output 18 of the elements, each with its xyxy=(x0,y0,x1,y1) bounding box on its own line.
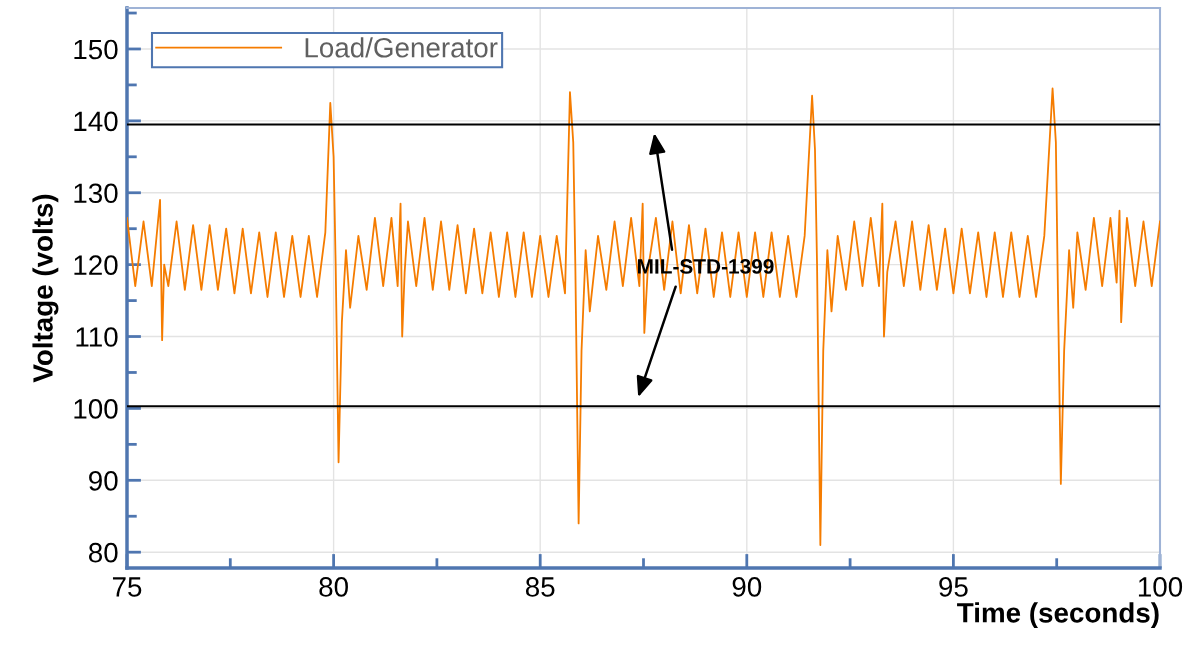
x-tick-label: 75 xyxy=(112,577,142,597)
y-tick-label: 110 xyxy=(76,327,118,347)
y-tick-label: 80 xyxy=(88,542,118,563)
x-tick-label: 95 xyxy=(939,577,968,597)
line-series xyxy=(127,87,1160,546)
x-tick-label: 90 xyxy=(732,577,762,597)
y-tick-label: 140 xyxy=(74,111,118,132)
x-tick-label: 85 xyxy=(525,577,555,597)
y-tick-label: 150 xyxy=(74,39,118,60)
y-tick-label: 100 xyxy=(74,399,118,419)
y-tick-label: 130 xyxy=(74,183,118,204)
y-tick-label: 90 xyxy=(89,470,118,491)
x-axis-title: Time (seconds) xyxy=(957,602,1159,629)
x-tick-label: 100 xyxy=(1138,577,1183,597)
legend-label: Load/Generator xyxy=(305,37,498,58)
x-tick-label: 80 xyxy=(319,577,348,597)
y-tick-label: 120 xyxy=(74,255,118,275)
y-axis-title: Voltage (volts) xyxy=(32,194,59,383)
